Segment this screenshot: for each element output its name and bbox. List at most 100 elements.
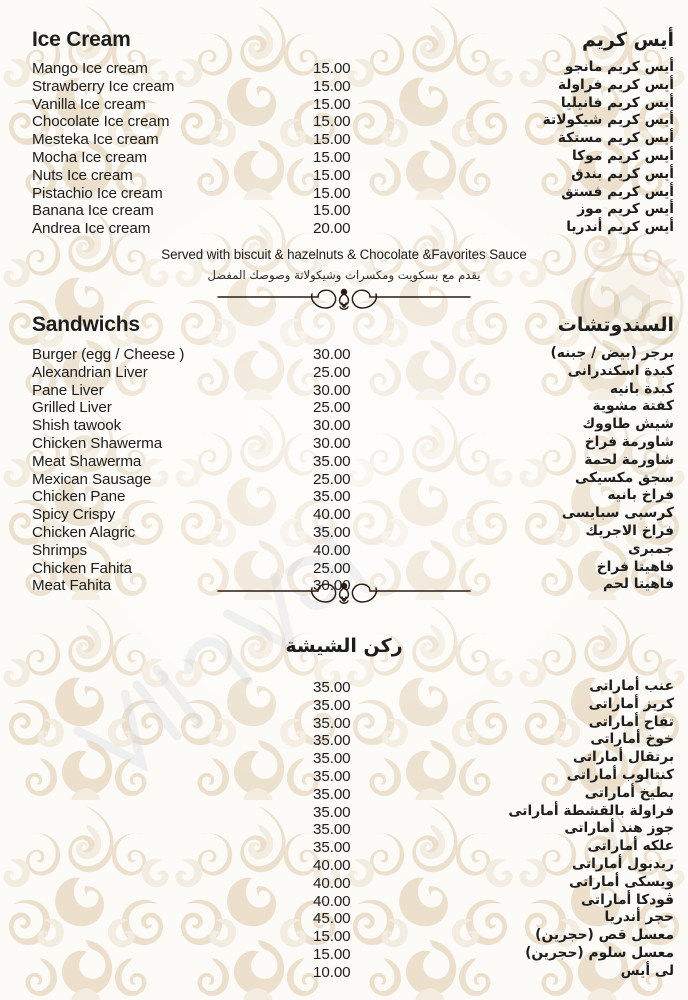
item-price: 35.00 (313, 714, 351, 732)
item-name-en: Meat Shawerma (32, 452, 142, 470)
item-price: 40.00 (313, 856, 351, 874)
item-name-ar: علكه أماراتى (587, 838, 674, 855)
item-price: 25.00 (313, 363, 351, 381)
menu-item-row: Strawberry Ice cream 15.00 أيس كريم فراو… (0, 76, 688, 96)
item-price: 15.00 (313, 60, 351, 77)
item-price: 35.00 (313, 696, 351, 714)
item-price: 35.00 (313, 767, 351, 785)
menu-item-row: 35.00 علكه أماراتى (0, 838, 688, 857)
item-name-en: Mexican Sausage (32, 470, 152, 488)
item-name-ar: أيس كريم مانجو (564, 59, 674, 75)
item-price: 40.00 (313, 541, 351, 559)
sandwichs-header: Sandwichs السندوتشات (0, 313, 688, 343)
section-shisha: ركن الشيشة 35.00 عنب أماراتى 35.00 كريز … (0, 635, 688, 982)
item-name-en: Strawberry Ice cream (32, 77, 175, 95)
item-name-ar: خوخ أماراتى (590, 731, 674, 748)
menu-item-row: Andrea Ice cream 20.00 أيس كريم أندريا (0, 219, 688, 238)
menu-item-row: 35.00 جوز هند أماراتى (0, 820, 688, 839)
item-price: 35.00 (313, 732, 351, 750)
item-name-ar: أيس كريم فراولة (557, 76, 674, 93)
item-name-ar: أيس كريم فانيليا (560, 94, 674, 111)
item-name-ar: ريدبول أماراتى (572, 855, 674, 872)
ice-cream-serving-note-en: Served with biscuit & hazelnuts & Chocol… (161, 247, 527, 262)
item-name-en: Andrea Ice cream (32, 220, 151, 238)
item-name-ar: أيس كريم بندق (571, 165, 674, 182)
ice-cream-header: Ice Cream أيس كريم (0, 28, 688, 58)
item-name-ar: جمبرى (627, 540, 674, 557)
item-name-en: Shish tawook (32, 417, 122, 435)
item-price: 15.00 (313, 945, 351, 963)
item-name-ar: شاورمة لحمة (584, 451, 674, 468)
item-name-ar: ڤودكا أماراتى (580, 891, 674, 908)
item-name-en: Chicken Fahita (32, 559, 132, 577)
item-name-ar: شيش طاووك (582, 416, 674, 433)
item-name-en: Meat Fahita (32, 577, 112, 595)
item-price: 35.00 (313, 750, 351, 768)
item-name-ar: شاورمة فراخ (584, 433, 674, 450)
item-name-ar: جوز هند أماراتى (564, 820, 674, 837)
item-name-ar: كرسبى سبايسى (561, 505, 674, 522)
menu-item-row: Shish tawook 30.00 شيش طاووك (0, 416, 688, 435)
item-price: 45.00 (313, 910, 351, 928)
item-price: 15.00 (313, 95, 351, 113)
menu-item-row: Chicken Fahita 25.00 فاهيتا فراخ (0, 558, 688, 578)
item-name-ar: سجق مكسيكى (575, 469, 674, 486)
item-name-ar: تفاح أماراتى (588, 713, 674, 730)
menu-item-row: Banana Ice cream 15.00 أيس كريم موز (0, 201, 688, 220)
menu-item-row: 35.00 عنب أماراتى (0, 678, 688, 697)
section-ice-cream: Ice Cream أيس كريم Mango Ice cream 15.00… (0, 28, 688, 238)
menu-item-row: 35.00 كنتالوب أماراتى (0, 766, 688, 786)
item-price: 40.00 (313, 874, 351, 892)
item-name-ar: أيس كريم مستكة (557, 130, 674, 147)
item-price: 15.00 (313, 166, 351, 184)
ice-cream-serving-note-ar: يقدم مع بسكويت ومكسرات وشيكولاتة وصوصك ا… (207, 268, 481, 282)
shisha-title-ar: ركن الشيشة (285, 635, 403, 657)
item-name-en: Chocolate Ice cream (32, 113, 170, 131)
shisha-item-list: 35.00 عنب أماراتى 35.00 كريز أماراتى 35.… (0, 678, 688, 982)
sandwichs-item-list: Burger (egg / Cheese ) 30.00 برجر (بيض /… (0, 345, 688, 595)
item-name-ar: لى أيس (620, 962, 674, 979)
item-price: 35.00 (313, 523, 351, 541)
item-price: 15.00 (313, 131, 351, 149)
sandwichs-title-en: Sandwichs (32, 313, 140, 336)
item-name-ar: كبدة اسكندرانى (567, 362, 674, 379)
ice-cream-item-list: Mango Ice cream 15.00 أيس كريم مانجو Str… (0, 59, 688, 238)
menu-item-row: 15.00 معسل سلوم (حجرين) (0, 945, 688, 964)
item-name-ar: برتقال أماراتى (572, 749, 674, 766)
section-sandwichs: Sandwichs السندوتشات Burger (egg / Chees… (0, 313, 688, 595)
menu-item-row: Alexandrian Liver 25.00 كبدة اسكندرانى (0, 362, 688, 382)
menu-item-row: Mocha Ice cream 15.00 أيس كريم موكا (0, 148, 688, 167)
item-name-en: Spicy Crispy (32, 506, 116, 524)
item-name-ar: معسل قص (حجرين) (535, 927, 674, 944)
menu-item-row: Chicken Pane 35.00 فراخ بانيه (0, 487, 688, 506)
item-price: 35.00 (313, 803, 351, 821)
item-name-ar: كفتة مشوية (592, 398, 674, 415)
menu-item-row: Mexican Sausage 25.00 سجق مكسيكى (0, 469, 688, 489)
menu-item-row: 10.00 لى أيس (0, 962, 688, 982)
item-name-ar: فاهيتا فراخ (596, 558, 674, 575)
menu-item-row: Pistachio Ice cream 15.00 أيس كريم فستق (0, 183, 688, 203)
item-price: 25.00 (313, 559, 351, 577)
item-name-en: Banana Ice cream (32, 202, 154, 220)
item-price: 35.00 (313, 785, 351, 803)
item-price: 30.00 (313, 346, 351, 363)
item-name-en: Vanilla Ice cream (32, 95, 146, 113)
item-name-ar: كنتالوب أماراتى (566, 766, 674, 783)
item-name-ar: أيس كريم فستق (561, 183, 674, 200)
item-price: 10.00 (313, 963, 351, 981)
item-name-ar: كريز أماراتى (588, 695, 674, 712)
menu-item-row: 35.00 بطيخ أماراتى (0, 785, 688, 804)
item-name-ar: أيس كريم أندريا (566, 219, 674, 236)
item-name-en: Chicken Shawerma (32, 434, 163, 452)
item-name-ar: فراخ الاجريك (585, 522, 674, 539)
item-price: 30.00 (313, 577, 351, 595)
item-name-en: Nuts Ice cream (32, 166, 133, 184)
item-name-en: Mocha Ice cream (32, 148, 147, 166)
ice-cream-title-en: Ice Cream (32, 28, 131, 51)
item-price: 35.00 (313, 488, 351, 506)
item-price: 15.00 (313, 77, 351, 95)
item-price: 15.00 (313, 113, 351, 131)
item-price: 35.00 (313, 839, 351, 857)
